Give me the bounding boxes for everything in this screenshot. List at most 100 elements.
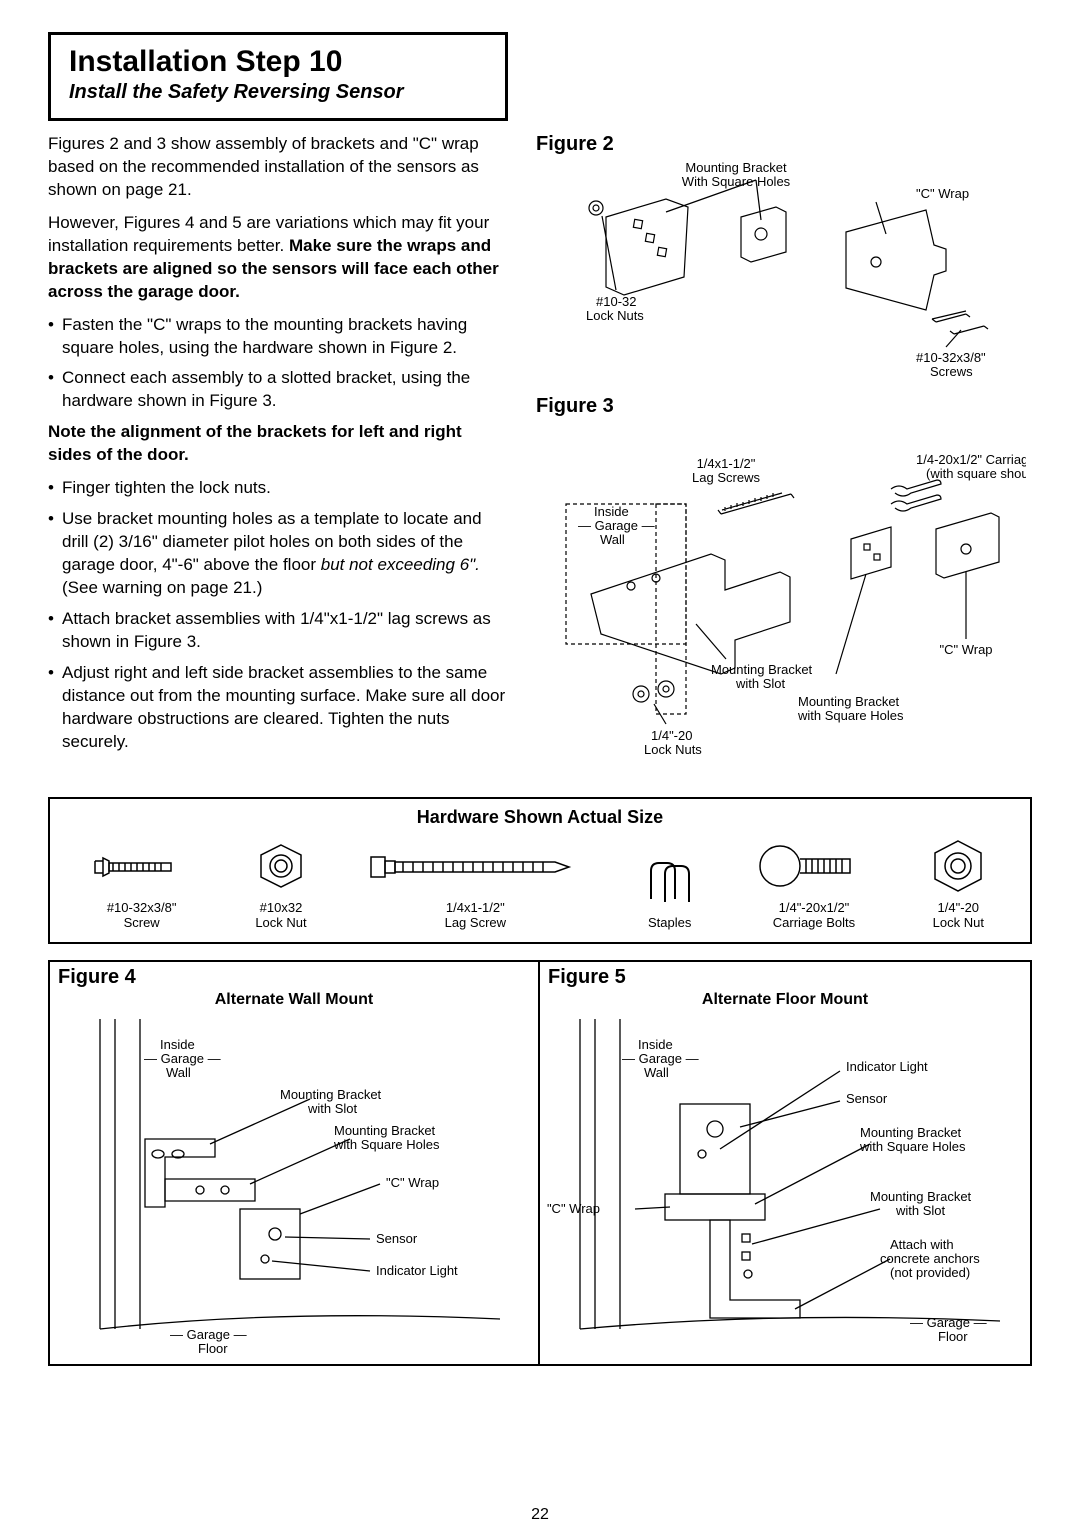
label: — Garage — xyxy=(622,1051,699,1066)
label: "C" Wrap xyxy=(547,1201,600,1216)
label: (not provided) xyxy=(890,1265,970,1280)
label: 1/4-20x1/2" Carriage Bolts xyxy=(916,452,1026,467)
hardware-label: #10-32x3/8" Screw xyxy=(107,900,177,930)
locknut-icon xyxy=(246,836,316,896)
label: Wall xyxy=(600,532,625,547)
hardware-label: Staples xyxy=(648,915,691,930)
label: Wall xyxy=(166,1065,191,1080)
figure-title: Figure 5 xyxy=(540,962,1030,989)
text-italic: but not exceeding 6". xyxy=(321,555,480,574)
label: Lag Screws xyxy=(692,470,760,485)
label: Sensor xyxy=(376,1231,418,1246)
label: Lock Nuts xyxy=(586,308,644,323)
label: Inside xyxy=(160,1037,195,1052)
figures-column: Figure 2 xyxy=(536,133,1032,779)
label: Mounting Bracket xyxy=(334,1123,436,1138)
list-item: Adjust right and left side bracket assem… xyxy=(48,662,508,754)
hardware-label: 1/4"-20 Lock Nut xyxy=(933,900,984,930)
label: "C" Wrap xyxy=(939,642,992,657)
label: with Square Holes xyxy=(859,1139,966,1154)
list-item: Finger tighten the lock nuts. xyxy=(48,477,508,500)
figure-title: Figure 4 xyxy=(50,962,538,989)
instruction-text: Figures 2 and 3 show assembly of bracket… xyxy=(48,133,508,779)
label: with Slot xyxy=(895,1203,946,1218)
figure-subtitle: Alternate Floor Mount xyxy=(540,991,1030,1009)
hardware-label: 1/4x1-1/2" Lag Screw xyxy=(445,900,506,930)
label: Attach with xyxy=(890,1237,954,1252)
hardware-item: 1/4"-20 Lock Nut xyxy=(923,836,993,930)
figure-2: Figure 2 xyxy=(536,133,1032,387)
label: Indicator Light xyxy=(846,1059,928,1074)
carriagebolt-icon xyxy=(754,836,874,896)
page-number: 22 xyxy=(0,1506,1080,1524)
list-item: Use bracket mounting holes as a template… xyxy=(48,508,508,600)
bottom-figures: Figure 4 Alternate Wall Mount xyxy=(48,960,1032,1366)
label: Sensor xyxy=(846,1091,888,1106)
label: — Garage — xyxy=(578,518,655,533)
hardware-label: #10x32 Lock Nut xyxy=(255,900,306,930)
label: — Garage — xyxy=(170,1327,247,1342)
screw-icon xyxy=(87,836,197,896)
label: "C" Wrap xyxy=(386,1175,439,1190)
hardware-item: 1/4x1-1/2" Lag Screw xyxy=(365,836,585,930)
label: 1/4"-20 xyxy=(651,728,692,743)
label: — Garage — xyxy=(144,1051,221,1066)
label: concrete anchors xyxy=(880,1251,980,1266)
label: Screws xyxy=(930,364,973,379)
figure-3-diagram: 1/4x1-1/2" Lag Screws 1/4-20x1/2" Carria… xyxy=(536,424,1026,774)
label: Mounting Bracket xyxy=(711,662,813,677)
paragraph: Figures 2 and 3 show assembly of bracket… xyxy=(48,133,508,202)
list-item: Attach bracket assemblies with 1/4"x1-1/… xyxy=(48,608,508,654)
label: Indicator Light xyxy=(376,1263,458,1278)
bullet-list: Fasten the "C" wraps to the mounting bra… xyxy=(48,314,508,414)
text: (See warning on page 21.) xyxy=(62,578,262,597)
hardware-item: #10-32x3/8" Screw xyxy=(87,836,197,930)
label: Mounting Bracket xyxy=(280,1087,382,1102)
figure-subtitle: Alternate Wall Mount xyxy=(50,991,538,1009)
page-subtitle: Install the Safety Reversing Sensor xyxy=(69,81,487,104)
bullet-list: Finger tighten the lock nuts. Use bracke… xyxy=(48,477,508,753)
figure-2-diagram: Mounting Bracket With Square Holes "C" W… xyxy=(536,162,1006,382)
hardware-label: 1/4"-20x1/2" Carriage Bolts xyxy=(773,900,855,930)
label: with Slot xyxy=(307,1101,358,1116)
locknut2-icon xyxy=(923,836,993,896)
label: #10-32 xyxy=(596,294,636,309)
figure-5: Figure 5 Alternate Floor Mount xyxy=(540,962,1030,1364)
hardware-box: Hardware Shown Actual Size #10-32x3/8" S… xyxy=(48,797,1032,944)
label: "C" Wrap xyxy=(916,186,969,201)
label: with Slot xyxy=(735,676,786,691)
list-item: Fasten the "C" wraps to the mounting bra… xyxy=(48,314,508,360)
hardware-title: Hardware Shown Actual Size xyxy=(62,807,1018,828)
label: Wall xyxy=(644,1065,669,1080)
hardware-row: #10-32x3/8" Screw #10x32 Lock Nut 1/4x xyxy=(62,836,1018,930)
hardware-item: Staples xyxy=(635,851,705,930)
label: with Square Holes xyxy=(333,1137,440,1152)
title-box: Installation Step 10 Install the Safety … xyxy=(48,32,508,121)
label: Inside xyxy=(594,504,629,519)
hardware-item: 1/4"-20x1/2" Carriage Bolts xyxy=(754,836,874,930)
label: #10-32x3/8" xyxy=(916,350,986,365)
list-item: Connect each assembly to a slotted brack… xyxy=(48,367,508,413)
figure-title: Figure 2 xyxy=(536,133,1032,156)
content-row: Figures 2 and 3 show assembly of bracket… xyxy=(48,133,1032,779)
paragraph: However, Figures 4 and 5 are variations … xyxy=(48,212,508,304)
label: with Square Holes xyxy=(797,708,904,723)
figure-5-diagram: Inside — Garage — Wall Indicator Light S… xyxy=(540,1009,1030,1359)
figure-4: Figure 4 Alternate Wall Mount xyxy=(50,962,540,1364)
label: Mounting Bracket xyxy=(870,1189,972,1204)
page-title: Installation Step 10 xyxy=(69,45,487,79)
hardware-item: #10x32 Lock Nut xyxy=(246,836,316,930)
label: With Square Holes xyxy=(682,174,791,189)
figure-title: Figure 3 xyxy=(536,395,1032,418)
label: — Garage — xyxy=(910,1315,987,1330)
figure-3: Figure 3 xyxy=(536,395,1032,779)
note-heading: Note the alignment of the brackets for l… xyxy=(48,421,508,467)
lagscrew-icon xyxy=(365,836,585,896)
label: Inside xyxy=(638,1037,673,1052)
label: Mounting Bracket xyxy=(798,694,900,709)
label: (with square shoulder) xyxy=(926,466,1026,481)
label: Floor xyxy=(938,1329,968,1344)
label: Lock Nuts xyxy=(644,742,702,757)
figure-4-diagram: Inside — Garage — Wall Mounting Bracket … xyxy=(50,1009,530,1359)
label: Floor xyxy=(198,1341,228,1356)
